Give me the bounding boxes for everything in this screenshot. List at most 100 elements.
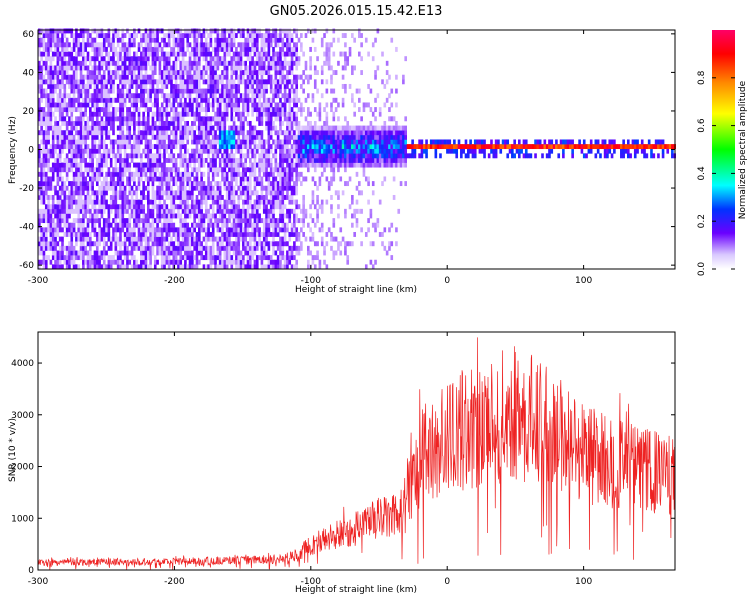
- spectrogram-cell: [156, 250, 159, 256]
- spectrogram-cell: [186, 120, 190, 126]
- spectrogram-cell: [316, 162, 319, 168]
- spectrogram-cell: [260, 218, 264, 224]
- spectrogram-cell: [311, 153, 315, 159]
- spectrogram-cell: [44, 255, 48, 261]
- spectrogram-cell: [126, 93, 129, 99]
- spectrogram-cell: [232, 56, 236, 62]
- spectrogram-cell: [179, 199, 183, 205]
- spectrogram-cell: [242, 111, 245, 117]
- spectrogram-cell: [246, 93, 250, 99]
- spectrogram-cell: [144, 255, 148, 261]
- spectrogram-cell: [283, 97, 287, 103]
- spectrogram-cell: [165, 74, 169, 80]
- spectrogram-cell: [128, 125, 132, 131]
- spectrogram-cell: [98, 125, 101, 131]
- spectrogram-cell: [44, 236, 48, 242]
- spectrogram-cell: [174, 245, 178, 251]
- spectrogram-cell: [184, 176, 187, 182]
- spectrogram-cell: [251, 28, 254, 34]
- spectrogram-cell: [225, 28, 229, 34]
- spectrogram-cell: [112, 70, 115, 76]
- spectrogram-cell: [112, 125, 115, 131]
- spectrogram-cell: [181, 74, 185, 80]
- spectrogram-cell: [146, 236, 150, 242]
- spectrogram-cell: [137, 107, 141, 113]
- spectrogram-cell: [193, 60, 196, 66]
- spectrogram-cell: [232, 227, 236, 233]
- spectrogram-cell: [260, 153, 264, 159]
- spectrogram-cell: [283, 176, 287, 182]
- spectrogram-cell: [156, 139, 159, 145]
- spectrogram-cell: [89, 250, 92, 256]
- spectrogram-cell: [232, 162, 236, 168]
- spectrogram-cell: [167, 79, 171, 85]
- spectrogram-cell: [330, 79, 333, 85]
- spectrogram-cell: [193, 83, 196, 89]
- spectrogram-cell: [151, 194, 155, 200]
- spectrogram-cell: [114, 222, 118, 228]
- spectrogram-cell: [330, 231, 333, 237]
- spectrogram-cell: [239, 208, 243, 214]
- spectrogram-cell: [177, 213, 180, 219]
- spectrogram-cell: [133, 130, 136, 136]
- spectrogram-cell: [144, 241, 148, 247]
- spectrogram-cell: [128, 83, 132, 89]
- spectrogram-cell: [232, 79, 236, 85]
- spectrogram-cell: [105, 181, 108, 187]
- spectrogram-cell: [47, 153, 50, 159]
- spectrogram-cell: [300, 181, 303, 187]
- spectrogram-cell: [156, 28, 159, 34]
- spectrogram-cell: [56, 222, 60, 228]
- spectrogram-cell: [276, 231, 280, 237]
- spectrogram-cell: [255, 134, 259, 140]
- spectrogram-cell: [209, 167, 213, 173]
- spectrogram-cell: [63, 245, 67, 251]
- spectrogram-cell: [38, 33, 41, 39]
- spectrogram-cell: [218, 46, 222, 52]
- spectrogram-cell: [58, 171, 62, 177]
- spectrogram-cell: [255, 199, 259, 205]
- spectrogram-cell: [158, 157, 162, 163]
- spectrogram-cell: [230, 241, 234, 247]
- spectrogram-cell: [44, 144, 48, 150]
- spectrogram-cell: [200, 74, 203, 80]
- spectrogram-cell: [265, 213, 268, 219]
- spectrogram-cell: [65, 218, 69, 224]
- spectrogram-cell: [293, 116, 296, 122]
- spectrogram-cell: [242, 185, 245, 191]
- spectrogram-cell: [191, 222, 194, 228]
- spectrogram-cell: [320, 148, 324, 154]
- spectrogram-cell: [267, 74, 271, 80]
- spectrogram-cell: [68, 245, 71, 251]
- spectrogram-cell: [253, 231, 257, 237]
- spectrogram-cell: [149, 167, 152, 173]
- spectrogram-cell: [204, 70, 208, 76]
- spectrogram-cell: [119, 204, 122, 210]
- spectrogram-cell: [160, 222, 164, 228]
- spectrogram-cell: [283, 144, 287, 150]
- spectrogram-cell: [179, 120, 183, 126]
- spectrogram-cell: [128, 42, 132, 48]
- spectrogram-cell: [274, 93, 278, 99]
- spectrogram-cell: [153, 204, 157, 210]
- spectrogram-cell: [100, 74, 104, 80]
- spectrogram-cell: [267, 208, 271, 214]
- spectrogram-cell: [306, 134, 310, 140]
- spectrogram-cell: [102, 185, 106, 191]
- spectrogram-cell: [214, 218, 217, 224]
- spectrogram-cell: [156, 33, 159, 39]
- spectrogram-cell: [272, 88, 275, 94]
- spectrogram-cell: [179, 51, 183, 57]
- spectrogram-cell: [218, 42, 222, 48]
- spectrogram-cell: [146, 190, 150, 196]
- spectrogram-cell: [239, 194, 243, 200]
- spectrogram-cell: [269, 107, 273, 113]
- spectrogram-cell: [260, 250, 264, 256]
- spectrogram-cell: [174, 139, 178, 145]
- spectrogram-cell: [61, 236, 64, 242]
- spectrogram-cell: [89, 264, 92, 270]
- spectrogram-cell: [211, 162, 215, 168]
- spectrogram-cell: [107, 236, 111, 242]
- spectrogram-cell: [116, 157, 120, 163]
- spectrogram-cell: [140, 157, 143, 163]
